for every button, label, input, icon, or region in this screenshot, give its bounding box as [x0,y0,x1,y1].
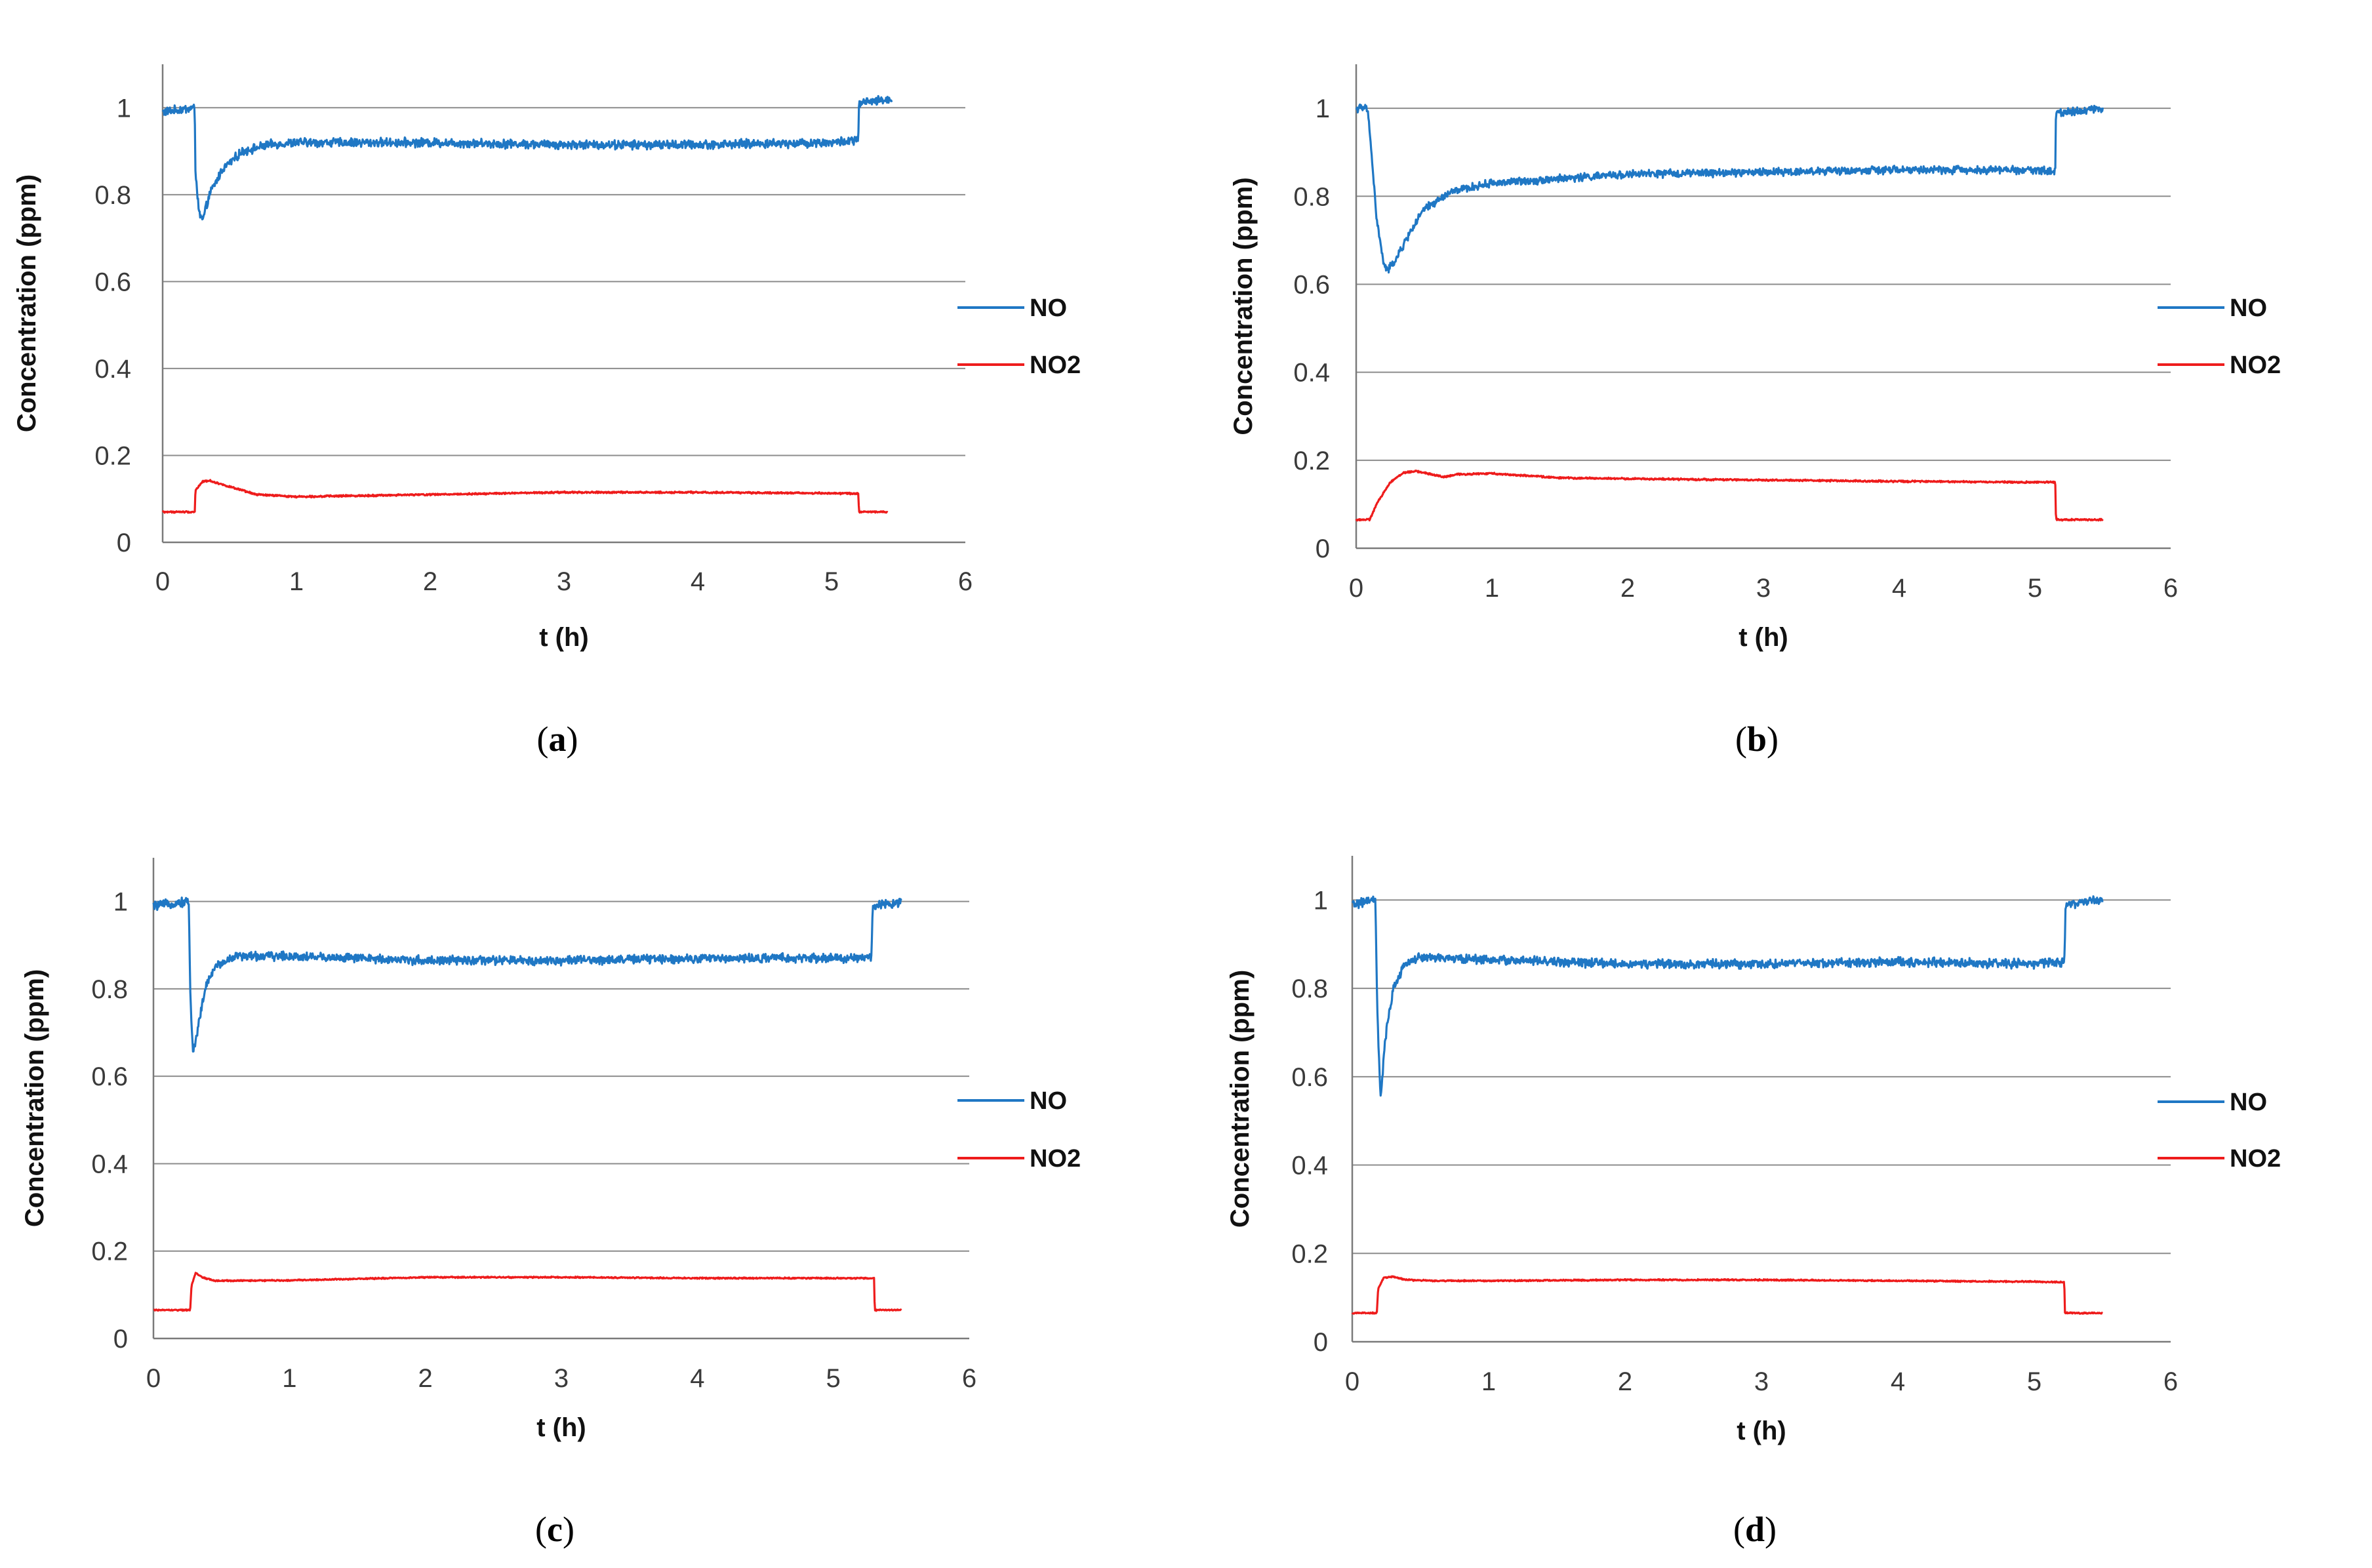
legend-label-no: NO [2230,1089,2267,1116]
x-tick-label: 2 [418,1364,433,1393]
panel-caption: (a) [537,719,578,759]
y-tick-label: 0.8 [94,181,131,210]
panel-caption: (b) [1735,719,1779,759]
y-tick-label: 0.2 [94,441,131,470]
x-tick-label: 2 [1618,1367,1632,1396]
legend-label-no2: NO2 [1030,352,1081,379]
series-line-no2 [1355,470,2104,522]
y-tick-label: 0.2 [1293,447,1330,475]
chart-panel-c: 0 0.2 0.4 0.6 0.8 1 0 1 2 3 4 5 6 t (h) Concentration … [20,858,1081,1549]
y-axis-title: Concentration (ppm) [1226,970,1255,1228]
x-tick-label: 6 [2163,1367,2178,1396]
x-tick-label: 6 [958,567,973,596]
legend-label-no: NO [1030,294,1067,322]
y-tick-label: 0.2 [1291,1239,1328,1268]
x-tick-label: 5 [826,1364,841,1393]
x-axis-title: t (h) [1739,623,1788,652]
y-tick-label: 0.8 [91,975,128,1004]
x-tick-label: 1 [289,567,304,596]
x-tick-label: 3 [557,567,571,596]
x-tick-label: 2 [1620,574,1635,603]
y-tick-label: 0.4 [1291,1152,1328,1180]
y-tick-label: 0.2 [91,1237,128,1266]
x-tick-label: 1 [1481,1367,1496,1396]
y-tick-label: 1 [1316,94,1330,123]
x-tick-label: 0 [1349,574,1363,603]
legend-label-no2: NO2 [2230,1145,2281,1173]
x-tick-label: 1 [1485,574,1499,603]
x-tick-label: 5 [824,567,839,596]
x-tick-label: 5 [2028,574,2042,603]
y-tick-label: 1 [1314,886,1328,915]
x-tick-label: 0 [1345,1367,1359,1396]
chart-panel-a: 0 0.2 0.4 0.6 0.8 1 0 1 2 3 4 5 6 t (h) Concentration … [12,64,1081,759]
x-axis-title: t (h) [1737,1417,1786,1445]
y-tick-label: 0.6 [1293,270,1330,299]
y-tick-label: 0.8 [1293,182,1330,211]
y-tick-label: 1 [117,94,131,123]
x-tick-label: 4 [690,1364,704,1393]
y-axis-title: Concentration (ppm) [12,174,41,432]
panel-caption: (d) [1733,1510,1777,1549]
x-tick-label: 5 [2027,1367,2041,1396]
series-line-no [152,896,902,1053]
y-tick-label: 0.4 [91,1150,128,1178]
series-line-no [1352,895,2104,1097]
x-tick-label: 3 [554,1364,569,1393]
x-axis-title: t (h) [536,1413,586,1442]
series-line-no2 [153,1272,902,1312]
y-tick-label: 0 [117,529,131,557]
series-line-no [1355,103,2104,274]
legend-label-no2: NO2 [1030,1145,1081,1173]
x-tick-label: 4 [1892,574,1906,603]
y-tick-label: 0 [1314,1328,1328,1357]
x-tick-label: 6 [2163,574,2178,603]
x-axis-title: t (h) [539,623,589,652]
x-tick-label: 0 [146,1364,161,1393]
panel-caption: (c) [535,1510,574,1549]
y-tick-label: 0.4 [1293,359,1330,388]
y-tick-label: 0 [113,1325,128,1354]
y-axis-title: Concentration (ppm) [20,969,49,1227]
y-tick-label: 0.8 [1291,975,1328,1003]
x-tick-label: 3 [1756,574,1771,603]
chart-panel-b: 0 0.2 0.4 0.6 0.8 1 0 1 2 3 4 5 6 t (h) Concentration … [1229,64,2281,759]
y-tick-label: 0.4 [94,355,131,384]
x-tick-label: 4 [691,567,705,596]
series-line-no [161,94,893,221]
x-tick-label: 3 [1754,1367,1769,1396]
legend-label-no: NO [2230,294,2267,322]
y-axis-title: Concentration (ppm) [1229,177,1258,435]
legend-label-no2: NO2 [2230,352,2281,379]
y-tick-label: 0 [1316,534,1330,563]
legend-label-no: NO [1030,1087,1067,1115]
x-tick-label: 6 [962,1364,976,1393]
chart-panel-d: 0 0.2 0.4 0.6 0.8 1 0 1 2 3 4 5 6 t (h) Concentration … [1226,856,2281,1549]
y-tick-label: 1 [113,888,128,917]
x-tick-label: 2 [423,567,437,596]
series-line-no2 [161,479,889,514]
series-line-no2 [1351,1275,2103,1315]
x-tick-label: 0 [155,567,170,596]
y-tick-label: 0.6 [94,268,131,296]
y-tick-label: 0.6 [91,1062,128,1091]
y-tick-label: 0.6 [1291,1063,1328,1092]
x-tick-label: 4 [1891,1367,1905,1396]
x-tick-label: 1 [282,1364,296,1393]
